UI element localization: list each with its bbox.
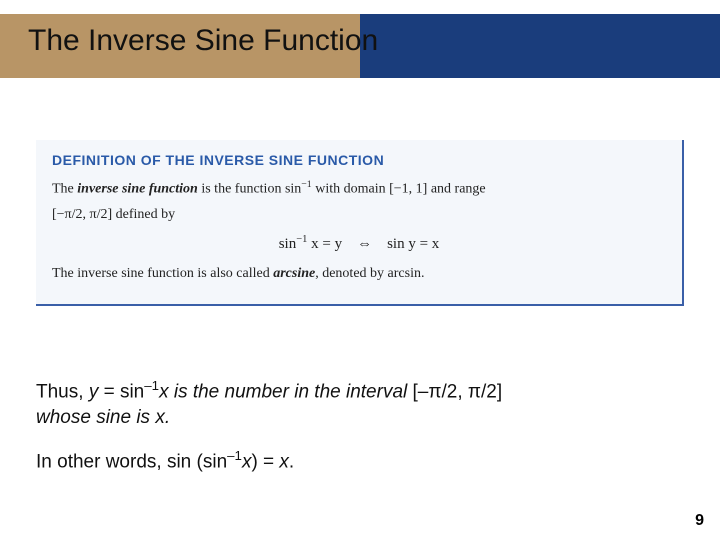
thus-line2: whose sine is x. [36,407,684,429]
thus-a: Thus, [36,381,89,402]
definition-line2: [−π/2, π/2] defined by [52,206,666,225]
def-p1-c: is the function sin [198,182,301,197]
def-p1-term: inverse sine function [77,182,198,197]
inother-e: . [289,451,294,472]
thus-y: y [89,381,99,402]
definition-line1: The inverse sine function is the functio… [52,178,666,200]
eq-b: x = y ⇔ sin y = x [307,236,439,252]
page-number: 9 [695,512,704,530]
thus-paragraph: Thus, y = sin–1x is the number in the in… [36,378,684,429]
inother-d: x [279,451,289,472]
thus-c: = sin [98,381,144,402]
thus-e: [–π/2, π/2] [413,381,503,402]
definition-equation: sin−1 x = y ⇔ sin y = x [52,234,666,253]
inother-a: In other words, sin (sin [36,451,227,472]
thus-line1: Thus, y = sin–1x is the number in the in… [36,378,684,403]
thus-sup: –1 [144,378,159,393]
def-p3-term: arcsine [273,266,315,281]
title-bar: The Inverse Sine Function [0,0,720,78]
slide: The Inverse Sine Function DEFINITION OF … [0,0,720,540]
definition-box-inner: DEFINITION OF THE INVERSE SINE FUNCTION … [36,140,682,304]
slide-title: The Inverse Sine Function [28,24,378,58]
inother-c: ) = [251,451,279,472]
definition-line3: The inverse sine function is also called… [52,265,666,284]
definition-body: The inverse sine function is the functio… [52,178,666,284]
inother-paragraph: In other words, sin (sin–1x) = x. [36,448,684,473]
inother-b: x [242,451,252,472]
inother-sup: –1 [227,448,242,463]
definition-heading: DEFINITION OF THE INVERSE SINE FUNCTION [52,152,666,168]
def-p1-sup: −1 [301,179,311,190]
thus-d: x is the number in the interval [159,381,412,402]
def-p3-a: The inverse sine function is also called [52,266,273,281]
def-p1-d: with domain [−1, 1] and range [312,182,486,197]
def-p1-a: The [52,182,77,197]
eq-a: sin [279,236,297,252]
def-p3-c: , denoted by arcsin. [315,266,424,281]
definition-box: DEFINITION OF THE INVERSE SINE FUNCTION … [36,140,684,306]
eq-sup: −1 [296,234,307,245]
